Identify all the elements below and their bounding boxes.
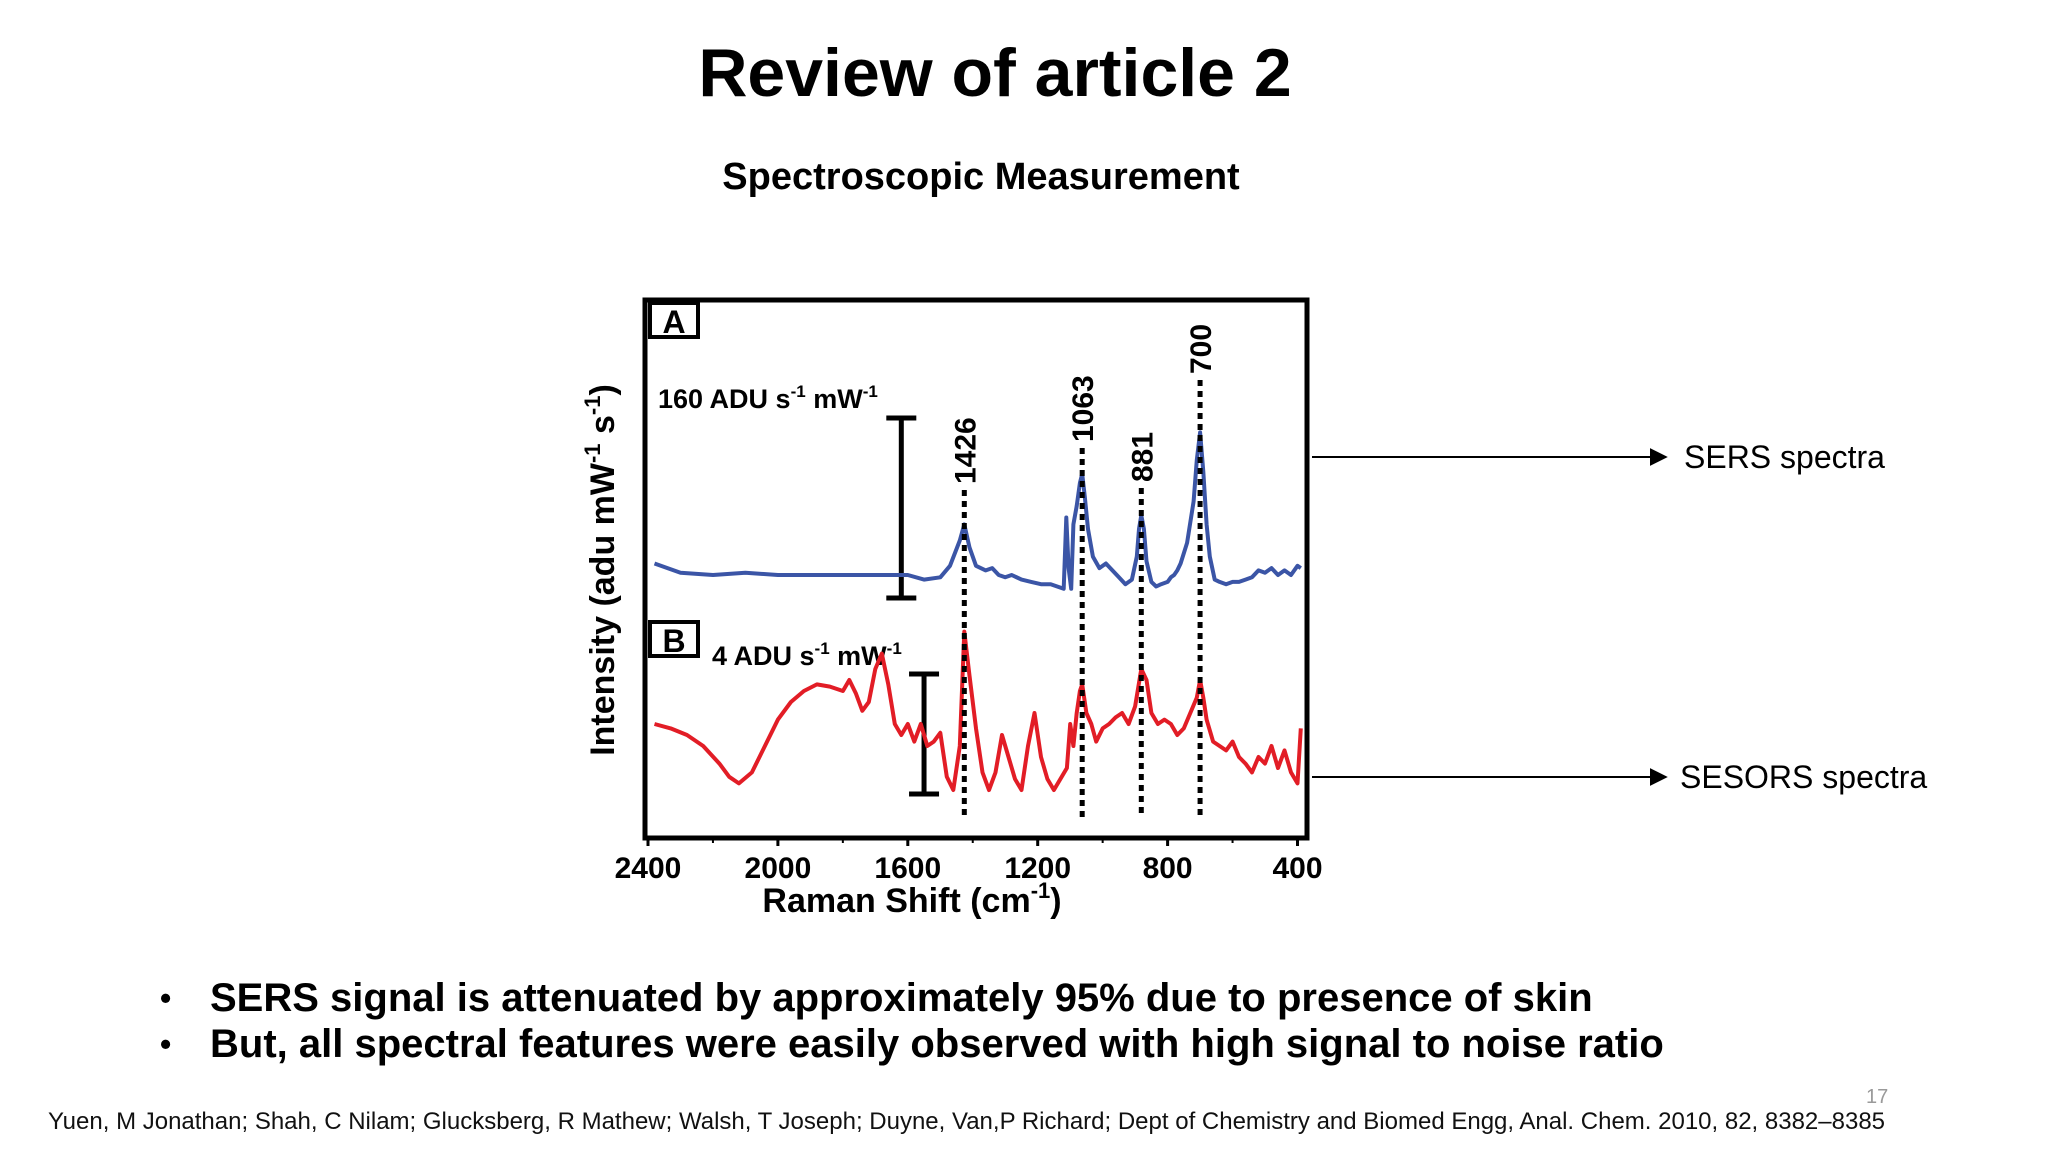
slide-subtitle: Spectroscopic Measurement <box>722 156 1240 198</box>
citation: Yuen, M Jonathan; Shah, C Nilam; Glucksb… <box>48 1108 1886 1135</box>
y-axis-label: Intensity (adu mW-1 s-1) <box>580 384 622 756</box>
spectrum-line-b <box>653 629 1303 792</box>
x-axis-label: Raman Shift (cm-1) <box>762 878 1061 920</box>
bullet-item: • But, all spectral features were easily … <box>160 1021 1664 1067</box>
x-tick-labels: 2400 2000 1600 1200 800 400 <box>615 852 1323 885</box>
x-tick-label: 2400 <box>615 852 682 885</box>
bullet-text: SERS signal is attenuated by approximate… <box>210 976 1593 1020</box>
x-tick-marks <box>646 838 1300 846</box>
scale-bar-a-label: 160 ADU s-1 mW-1 <box>658 382 878 414</box>
panel-label-b: B <box>648 620 700 659</box>
panel-label-a-text: A <box>662 304 685 340</box>
raman-spectra-chart: 2400 2000 1600 1200 800 400 Raman Shift (cm-1… <box>580 297 1927 920</box>
peak-label-1063: 1063 <box>1067 375 1100 442</box>
peak-label-881: 881 <box>1126 432 1159 482</box>
bullet-text: But, all spectral features were easily o… <box>210 1022 1664 1066</box>
peak-markers: 1426 1063 881 700 <box>949 324 1218 818</box>
sers-annotation: SERS spectra <box>1684 439 1885 475</box>
bullet-dot: • <box>160 1026 172 1062</box>
peak-label-700: 700 <box>1185 324 1218 374</box>
peak-label-1426: 1426 <box>949 417 982 484</box>
plot-frame <box>642 297 1310 841</box>
x-tick-label: 1200 <box>1004 852 1071 885</box>
spectra-series <box>653 430 1303 792</box>
scale-bar-b-label: 4 ADU s-1 mW-1 <box>712 639 902 671</box>
bullet-list: • SERS signal is attenuated by approximat… <box>160 975 1664 1067</box>
bullet-dot: • <box>160 980 172 1016</box>
panel-label-a: A <box>648 301 700 340</box>
x-tick-label: 800 <box>1143 852 1193 885</box>
scale-bar-a <box>886 415 917 601</box>
page-number: 17 <box>1866 1086 1889 1108</box>
x-tick-label: 400 <box>1272 852 1322 885</box>
slide-title: Review of article 2 <box>698 35 1292 111</box>
x-tick-label: 1600 <box>874 852 941 885</box>
sesors-annotation: SESORS spectra <box>1680 759 1927 795</box>
panel-label-b-text: B <box>662 623 685 659</box>
x-tick-label: 2000 <box>745 852 812 885</box>
bullet-item: • SERS signal is attenuated by approximat… <box>160 975 1664 1021</box>
